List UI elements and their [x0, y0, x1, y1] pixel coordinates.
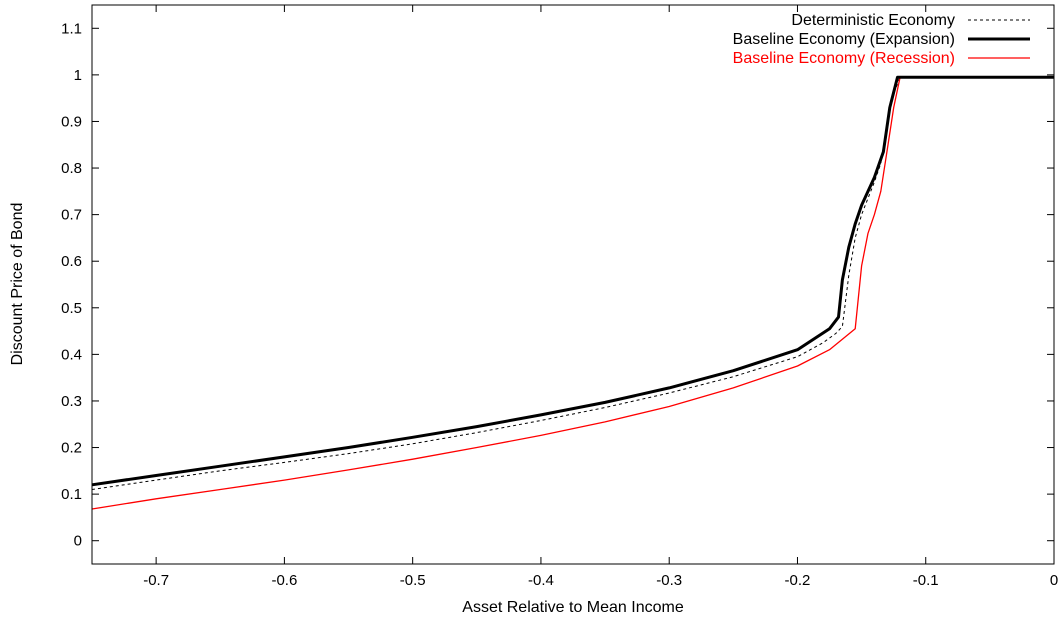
y-tick-label: 0: [74, 533, 82, 550]
series-line-0: [91, 76, 1054, 490]
series-line-2: [91, 76, 1054, 510]
y-tick-label: 0.3: [61, 393, 82, 410]
y-tick-label: 0.5: [61, 300, 82, 317]
y-tick-label: 0.2: [61, 440, 82, 457]
y-tick-label: 1.1: [61, 20, 82, 37]
legend-label-1: Baseline Economy (Expansion): [733, 31, 955, 48]
y-tick-label: 0.6: [61, 253, 82, 270]
y-tick-label: 1: [74, 67, 82, 84]
y-tick-label: 0.9: [61, 113, 82, 130]
ticks-layer: -0.7 -0.6 -0.5 -0.4 -0.3 -0.2 -0.1 0 0 0.1 0.2 0.3 0…: [61, 5, 1058, 589]
legend-label-2: Baseline Economy (Recession): [733, 50, 955, 67]
y-tick-label: 0.7: [61, 207, 82, 224]
series-line-1: [91, 75, 1054, 487]
plot-frame: [91, 4, 1055, 565]
y-tick-label: 0.8: [61, 160, 82, 177]
series-layer: [91, 75, 1054, 510]
x-axis-label: Asset Relative to Mean Income: [462, 599, 684, 616]
x-tick-label: -0.5: [400, 572, 426, 589]
x-tick-label: -0.2: [785, 572, 811, 589]
x-tick-label: -0.3: [656, 572, 682, 589]
y-axis-label: Discount Price of Bond: [9, 203, 26, 366]
x-tick-label: 0: [1050, 572, 1058, 589]
x-tick-label: -0.4: [528, 572, 554, 589]
x-tick-label: -0.1: [913, 572, 939, 589]
x-tick-label: -0.7: [143, 572, 169, 589]
y-tick-label: 0.1: [61, 486, 82, 503]
legend: Deterministic Economy Baseline Economy (E…: [733, 12, 1030, 67]
y-tick-label: 0.4: [61, 346, 82, 363]
x-tick-label: -0.6: [271, 572, 297, 589]
legend-label-0: Deterministic Economy: [791, 12, 955, 29]
